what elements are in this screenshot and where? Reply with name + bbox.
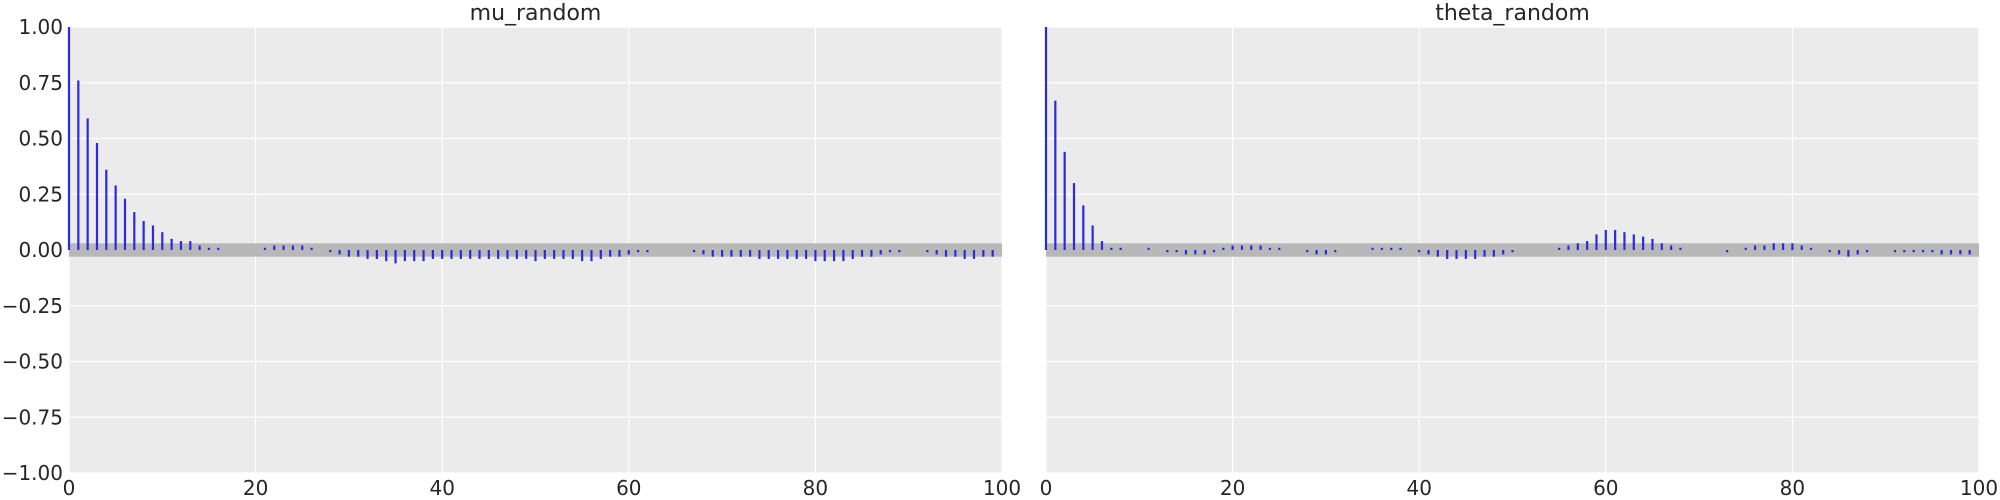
- stems: [1044, 27, 1971, 259]
- x-tick-label: 0: [1040, 476, 1053, 500]
- chart-title: mu_random: [470, 1, 602, 26]
- x-tick-label: 100: [1960, 476, 1998, 500]
- x-tick-label: 60: [616, 476, 641, 500]
- y-tick-label: 0.50: [18, 127, 63, 151]
- y-tick-label: −1.00: [2, 461, 63, 485]
- y-tick-label: 0.75: [18, 71, 63, 95]
- y-tick-label: −0.50: [2, 350, 63, 374]
- x-tick-label: 20: [1220, 476, 1245, 500]
- y-tick-label: −0.75: [2, 405, 63, 429]
- x-tick-label: 80: [1780, 476, 1805, 500]
- y-tick-label: 0.25: [18, 182, 63, 206]
- chart-mu-random: 0 20 40 60 80 100 −1.00 −0.75 −0.50 −0.25 0.00 0.2…: [2, 1, 1021, 500]
- x-tick-labels: 0 20 40 60 80 100: [63, 476, 1021, 500]
- x-tick-label: 80: [803, 476, 828, 500]
- y-tick-label: −0.25: [2, 294, 63, 318]
- x-tick-label: 40: [1406, 476, 1431, 500]
- x-tick-label: 40: [429, 476, 454, 500]
- x-tick-label: 60: [1593, 476, 1618, 500]
- chart-theta-random: 0 20 40 60 80 100 theta_random: [1040, 1, 1998, 500]
- x-tick-label: 100: [983, 476, 1021, 500]
- y-tick-label: 1.00: [18, 15, 63, 39]
- x-tick-label: 0: [63, 476, 76, 500]
- chart-title: theta_random: [1435, 1, 1590, 26]
- x-tick-labels: 0 20 40 60 80 100: [1040, 476, 1998, 500]
- stems: [67, 27, 994, 264]
- x-tick-label: 20: [243, 476, 268, 500]
- y-tick-label: 0.00: [18, 238, 63, 262]
- y-tick-labels: −1.00 −0.75 −0.50 −0.25 0.00 0.25 0.50 0.75 1.00: [2, 15, 63, 485]
